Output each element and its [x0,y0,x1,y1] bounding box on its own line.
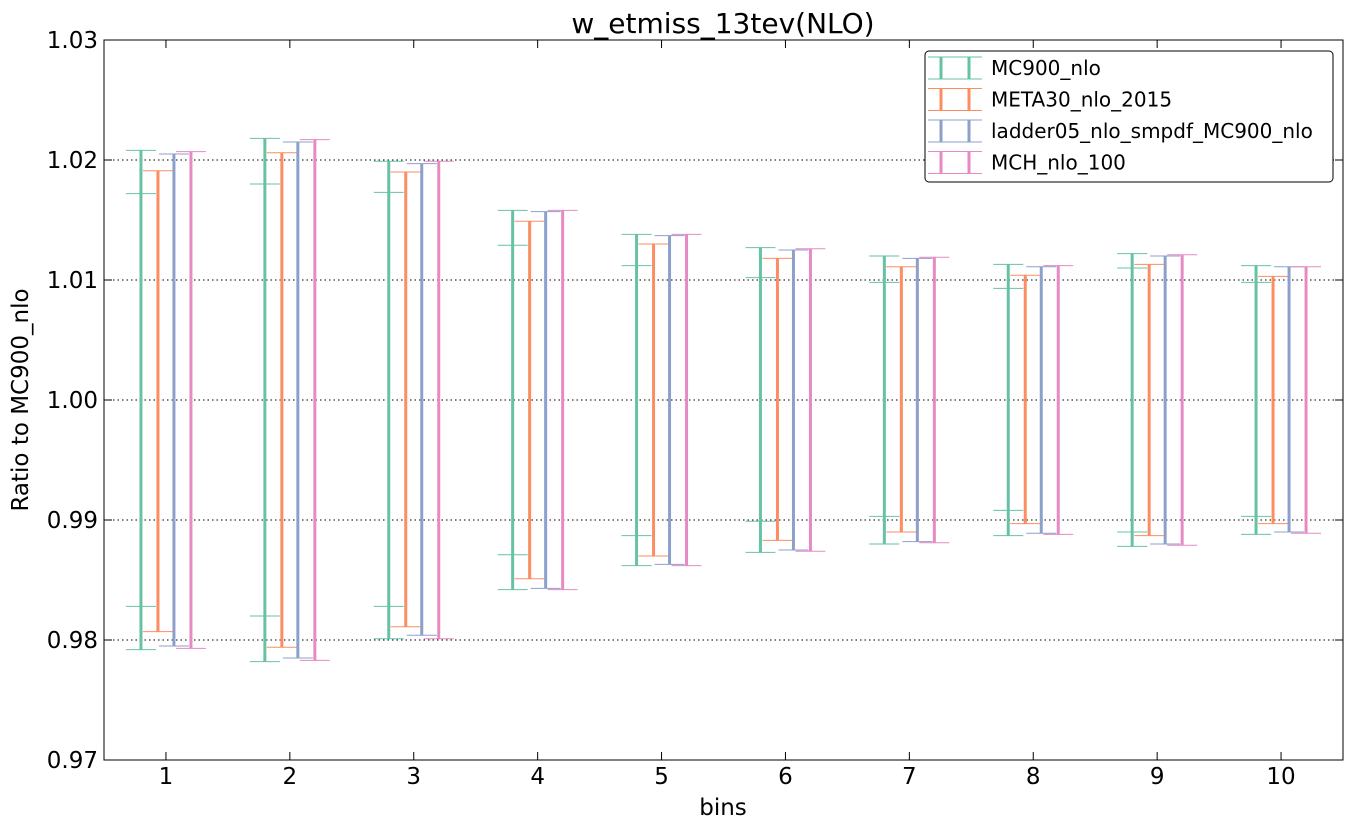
x-tick-label: 1 [159,764,174,790]
x-axis-label: bins [699,795,747,821]
legend-entry: MC900_nlo [928,56,1101,80]
x-tick-label: 3 [406,764,421,790]
x-tick-label: 10 [1266,764,1295,790]
x-tick-label: 9 [1150,764,1165,790]
grid-lines [104,159,1343,641]
y-tick-label: 1.00 [47,388,98,414]
chart-title: w_etmiss_13tev(NLO) [571,7,874,40]
legend-label: MCH_nlo_100 [991,151,1126,175]
axis-ticks: 0.97 0.98 0.99 1.00 1.01 1.02 1.03 1 2 3 4 5 6 7 8 9 10 [47,28,1343,790]
x-tick-label: 8 [1026,764,1041,790]
x-tick-label: 7 [902,764,917,790]
x-tick-label: 5 [654,764,669,790]
y-axis-label: Ratio to MC900_nlo [8,288,34,511]
y-tick-label: 1.01 [47,268,98,294]
legend-label: ladder05_nlo_smpdf_MC900_nlo [991,119,1313,143]
x-tick-label: 2 [283,764,298,790]
legend-entry: ladder05_nlo_smpdf_MC900_nlo [928,119,1313,143]
legend-label: MC900_nlo [991,56,1101,80]
y-tick-label: 1.03 [47,28,98,54]
legend-label: META30_nlo_2015 [991,88,1172,112]
legend-entry: META30_nlo_2015 [928,88,1172,112]
x-tick-label: 4 [530,764,545,790]
legend-entry: MCH_nlo_100 [928,151,1126,175]
legend: MC900_nlo META30_nlo_2015 ladder05_nlo_smp… [924,50,1334,183]
error-bars [125,137,1322,663]
y-tick-label: 0.99 [47,508,98,534]
y-tick-label: 1.02 [47,148,98,174]
y-tick-label: 0.97 [47,748,98,774]
legend-box [924,50,1334,183]
x-tick-label: 6 [778,764,793,790]
y-tick-label: 0.98 [47,628,98,654]
